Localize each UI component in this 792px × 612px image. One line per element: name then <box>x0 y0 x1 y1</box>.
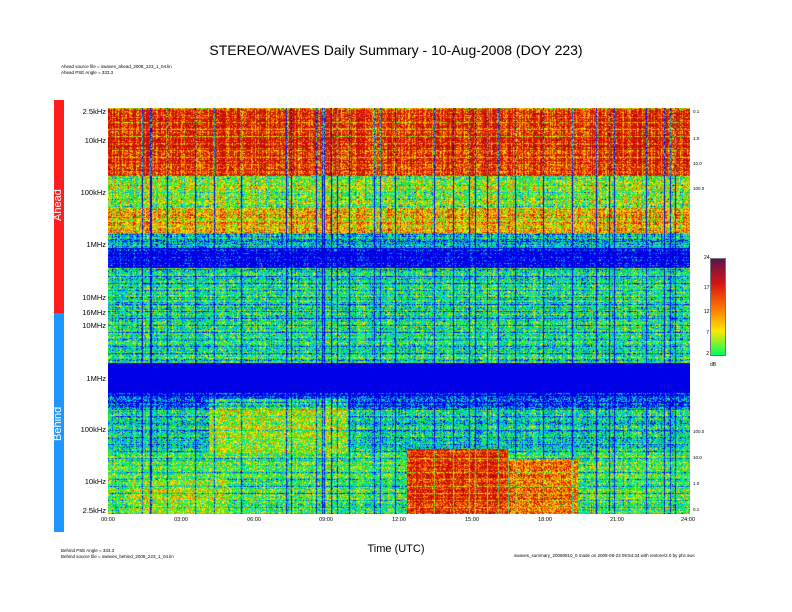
colorbar-unit: dB <box>710 362 717 368</box>
right-tick-ahead-100.0: 100.0 <box>693 186 705 191</box>
x-tick-1500: 15:00 <box>465 517 479 523</box>
y-tick-behind-1mhz: 1MHz <box>86 374 106 383</box>
right-tick-behind-0.1: 0.1 <box>693 507 700 512</box>
y-tick-ahead-10khz: 10kHz <box>84 136 106 145</box>
footer-note-source: Behind source file = swaves_behind_2008_… <box>61 554 174 559</box>
y-tick-ahead-2.5khz: 2.5kHz <box>82 107 106 116</box>
right-tick-ahead-0.1: 0.1 <box>693 109 700 114</box>
x-tick-0600: 06:00 <box>247 517 261 523</box>
x-tick-2100: 21:00 <box>610 517 624 523</box>
colorbar <box>710 258 726 356</box>
right-tick-behind-1.0: 1.0 <box>693 481 700 486</box>
behind-panel-label: Behind <box>52 406 64 442</box>
y-tick-behind-10khz: 10kHz <box>84 477 106 486</box>
right-tick-ahead-10.0: 10.0 <box>693 161 702 166</box>
footer-note-made-on: swaves_summary_20080810_0 made on 2008-0… <box>514 553 695 558</box>
x-tick-1200: 12:00 <box>392 517 406 523</box>
y-tick-behind-100khz: 100kHz <box>80 425 106 434</box>
y-tick-ahead-16mhz: 16MHz <box>82 308 106 317</box>
chart-title: STEREO/WAVES Daily Summary - 10-Aug-2008… <box>209 42 583 58</box>
footer-note-angle: Behind PSE Angle = 333.3 <box>61 548 115 553</box>
header-note-angle: Ahead PSE Angle = 333.3 <box>61 70 114 75</box>
ahead-panel-label: Ahead <box>52 189 64 221</box>
colorbar-tick-12: 12 <box>704 309 710 315</box>
x-tick-2400: 24:00 <box>681 517 695 523</box>
x-tick-1800: 18:00 <box>538 517 552 523</box>
x-axis-label: Time (UTC) <box>367 543 425 555</box>
ahead-panel-bar: Ahead <box>52 100 64 313</box>
y-tick-ahead-10mhz: 10MHz <box>82 293 106 302</box>
behind-panel-bar: Behind <box>52 313 64 532</box>
colorbar-tick-24: 24 <box>704 255 710 261</box>
x-tick-0900: 09:00 <box>319 517 333 523</box>
right-tick-behind-100.0: 100.0 <box>693 429 705 434</box>
colorbar-tick-17: 17 <box>704 285 710 291</box>
x-tick-0300: 03:00 <box>174 517 188 523</box>
y-tick-ahead-1mhz: 1MHz <box>86 240 106 249</box>
spectrogram-heatmap <box>108 108 690 514</box>
colorbar-tick-2: 2 <box>706 351 709 357</box>
right-tick-behind-10.0: 10.0 <box>693 455 702 460</box>
y-tick-behind-2.5khz: 2.5kHz <box>82 506 106 515</box>
colorbar-tick-7: 7 <box>706 330 709 336</box>
right-tick-ahead-1.0: 1.0 <box>693 136 700 141</box>
x-tick-0000: 00:00 <box>101 517 115 523</box>
y-tick-behind-10mhz: 10MHz <box>82 321 106 330</box>
header-note-source: Ahead source file = swaves_ahead_2008_22… <box>61 64 172 69</box>
y-tick-ahead-100khz: 100kHz <box>80 188 106 197</box>
